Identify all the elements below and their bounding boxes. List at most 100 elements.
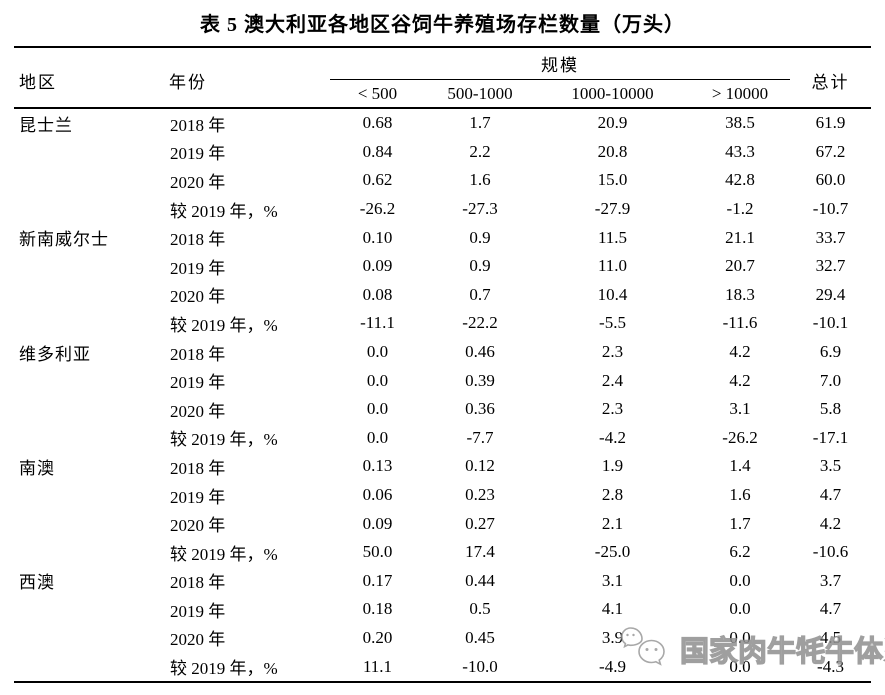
value-cell: 0.17 bbox=[362, 570, 393, 590]
table-row: 较 2019 年，% -11.1 -22.2 -5.5 -11.6 -10.1 bbox=[14, 309, 871, 338]
value-cell: 6.9 bbox=[819, 342, 842, 362]
year-cell: 2019 年 bbox=[170, 487, 226, 507]
table-row: 较 2019 年，% -26.2 -27.3 -27.9 -1.2 -10.7 bbox=[14, 195, 871, 224]
region-cell bbox=[14, 509, 164, 538]
value-cell: -25.0 bbox=[594, 542, 631, 562]
region-cell: 南澳 bbox=[19, 458, 55, 478]
value-cell: 20.7 bbox=[725, 256, 755, 276]
value-cell: 20.8 bbox=[597, 141, 628, 161]
year-cell: 较 2019 年，% bbox=[170, 315, 278, 335]
value-cell: 3.5 bbox=[819, 456, 842, 476]
value-cell: 0.20 bbox=[362, 627, 393, 647]
table-row: 2020 年 0.62 1.6 15.0 42.8 60.0 bbox=[14, 166, 871, 195]
value-cell: 4.2 bbox=[819, 513, 842, 533]
value-cell: -26.2 bbox=[722, 427, 758, 447]
year-cell: 较 2019 年，% bbox=[170, 659, 278, 679]
year-cell: 2020 年 bbox=[170, 630, 226, 650]
value-cell: 0.0 bbox=[366, 399, 389, 419]
value-cell: 0.46 bbox=[465, 342, 495, 362]
column-header-scale-gt10000: > 10000 bbox=[690, 79, 790, 109]
year-cell: 2020 年 bbox=[170, 172, 226, 192]
value-cell: 1.6 bbox=[469, 170, 491, 190]
year-cell: 2019 年 bbox=[170, 144, 226, 164]
value-cell: 4.2 bbox=[729, 370, 751, 390]
value-cell: 2.4 bbox=[601, 370, 624, 390]
value-cell: 0.08 bbox=[362, 284, 393, 304]
value-cell: 0.7 bbox=[469, 284, 491, 304]
value-cell: -4.3 bbox=[817, 656, 844, 676]
year-cell: 2018 年 bbox=[170, 115, 226, 135]
value-cell: 4.7 bbox=[819, 599, 842, 619]
value-cell: 5.8 bbox=[819, 399, 842, 419]
value-cell: 32.7 bbox=[815, 256, 846, 276]
year-cell: 2018 年 bbox=[170, 230, 226, 250]
value-cell: 1.6 bbox=[729, 485, 751, 505]
value-cell: 1.4 bbox=[729, 456, 751, 476]
column-header-scale-1000-10000: 1000-10000 bbox=[535, 79, 690, 109]
value-cell: 0.84 bbox=[362, 141, 393, 161]
value-cell: 0.0 bbox=[729, 627, 751, 647]
value-cell: 0.39 bbox=[465, 370, 495, 390]
year-cell: 2018 年 bbox=[170, 458, 226, 478]
year-cell: 较 2019 年，% bbox=[170, 544, 278, 564]
value-cell: -17.1 bbox=[812, 427, 849, 447]
value-cell: 0.44 bbox=[465, 570, 495, 590]
page-title: 表 5 澳大利亚各地区谷饲牛养殖场存栏数量（万头） bbox=[200, 14, 685, 36]
column-header-scale-500-1000: 500-1000 bbox=[425, 79, 535, 109]
column-header-year: 年份 bbox=[164, 47, 330, 109]
value-cell: 4.5 bbox=[819, 627, 842, 647]
value-cell: 38.5 bbox=[725, 113, 755, 133]
table-row: 西澳 2018 年 0.17 0.44 3.1 0.0 3.7 bbox=[14, 567, 871, 596]
region-cell bbox=[14, 195, 164, 224]
region-cell bbox=[14, 624, 164, 653]
table-row: 2019 年 0.09 0.9 11.0 20.7 32.7 bbox=[14, 252, 871, 281]
table-row: 2019 年 0.0 0.39 2.4 4.2 7.0 bbox=[14, 366, 871, 395]
table-row: 昆士兰 2018 年 0.68 1.7 20.9 38.5 61.9 bbox=[14, 108, 871, 138]
value-cell: 43.3 bbox=[725, 141, 755, 161]
year-cell: 2020 年 bbox=[170, 287, 226, 307]
value-cell: 0.62 bbox=[362, 170, 393, 190]
value-cell: 0.13 bbox=[362, 456, 393, 476]
region-cell bbox=[14, 366, 164, 395]
value-cell: -10.6 bbox=[812, 542, 849, 562]
year-cell: 2019 年 bbox=[170, 258, 226, 278]
value-cell: 2.1 bbox=[601, 513, 624, 533]
region-cell: 昆士兰 bbox=[19, 115, 73, 135]
value-cell: 0.09 bbox=[362, 513, 393, 533]
value-cell: 0.10 bbox=[362, 227, 393, 247]
value-cell: 2.8 bbox=[601, 485, 624, 505]
region-cell: 新南威尔士 bbox=[19, 230, 109, 250]
value-cell: 3.7 bbox=[819, 570, 842, 590]
region-cell bbox=[14, 481, 164, 510]
value-cell: 21.1 bbox=[725, 227, 755, 247]
value-cell: 17.4 bbox=[465, 542, 495, 562]
value-cell: 29.4 bbox=[815, 284, 846, 304]
table-row: 南澳 2018 年 0.13 0.12 1.9 1.4 3.5 bbox=[14, 452, 871, 481]
table-row: 维多利亚 2018 年 0.0 0.46 2.3 4.2 6.9 bbox=[14, 338, 871, 367]
column-header-region: 地区 bbox=[14, 47, 164, 109]
value-cell: 67.2 bbox=[815, 141, 846, 161]
value-cell: 0.9 bbox=[469, 227, 491, 247]
value-cell: 0.12 bbox=[465, 456, 495, 476]
region-cell bbox=[14, 424, 164, 453]
year-cell: 2019 年 bbox=[170, 601, 226, 621]
value-cell: 0.0 bbox=[366, 342, 389, 362]
value-cell: -10.7 bbox=[812, 199, 849, 219]
year-cell: 较 2019 年，% bbox=[170, 430, 278, 450]
value-cell: 3.1 bbox=[729, 399, 751, 419]
region-cell bbox=[14, 281, 164, 310]
table-header: 地区 年份 规模 总计 < 500 500-1000 1000-10000 > … bbox=[14, 47, 871, 109]
table-body: 昆士兰 2018 年 0.68 1.7 20.9 38.5 61.9 2019 年 0.84 2.… bbox=[14, 108, 871, 682]
table-row: 2020 年 0.0 0.36 2.3 3.1 5.8 bbox=[14, 395, 871, 424]
value-cell: 11.1 bbox=[362, 656, 393, 676]
value-cell: 0.0 bbox=[729, 570, 751, 590]
value-cell: 0.18 bbox=[362, 599, 393, 619]
value-cell: 7.0 bbox=[819, 370, 842, 390]
value-cell: 11.0 bbox=[597, 256, 628, 276]
table-row: 2019 年 0.18 0.5 4.1 0.0 4.7 bbox=[14, 595, 871, 624]
table-row: 较 2019 年，% 50.0 17.4 -25.0 6.2 -10.6 bbox=[14, 538, 871, 567]
value-cell: 0.9 bbox=[469, 256, 491, 276]
value-cell: 42.8 bbox=[725, 170, 755, 190]
year-cell: 较 2019 年，% bbox=[170, 201, 278, 221]
value-cell: 20.9 bbox=[597, 113, 628, 133]
